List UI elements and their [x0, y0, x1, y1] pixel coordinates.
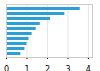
svg-text:0: 0: [4, 65, 9, 71]
svg-text:4: 4: [86, 65, 91, 71]
svg-text:3: 3: [65, 65, 70, 71]
svg-text:2: 2: [45, 65, 50, 71]
svg-text:1: 1: [24, 65, 29, 71]
